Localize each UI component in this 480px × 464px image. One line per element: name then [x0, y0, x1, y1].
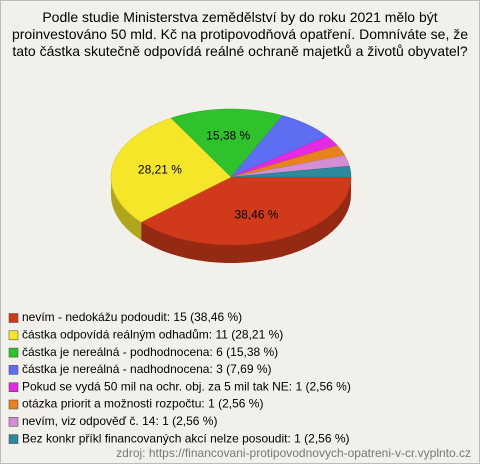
legend-swatch	[8, 347, 19, 358]
legend-label: nevím - nedokážu podoudit: 15 (38,46 %)	[22, 310, 242, 324]
legend-label: Bez konkr příkl financovaných akcí nelze…	[22, 431, 350, 445]
legend-swatch	[8, 399, 19, 410]
slice	[170, 108, 283, 178]
slice	[230, 115, 328, 178]
slice	[230, 155, 350, 178]
source-note: zdroj: https://financovani-protipovodnov…	[116, 446, 471, 460]
legend-label: nevím, viz odpověď č. 14: 1 (2,56 %)	[22, 414, 217, 428]
slice	[230, 145, 346, 178]
legend-swatch	[8, 417, 19, 427]
legend-label: Pokud se vydá 50 mil na ochr. obj. za 5 …	[22, 379, 351, 393]
slice	[230, 135, 338, 178]
legend-swatch	[8, 313, 19, 323]
data-label: 38,46 %	[234, 207, 278, 221]
slice-side	[141, 177, 351, 263]
legend-label: částka je nereálná - podhodnocena: 6 (15…	[22, 345, 278, 359]
legend-swatch	[8, 382, 19, 392]
legend-swatch	[8, 434, 19, 444]
chart-title: Podle studie Ministerstva zemědělství by…	[11, 9, 469, 59]
legend-swatch	[8, 330, 19, 341]
legend-label: částka odpovídá reálným odhadům: 11 (28,…	[22, 327, 283, 341]
legend-swatch	[8, 365, 19, 375]
legend-label: částka je nereálná - nadhodnocena: 3 (7,…	[22, 362, 272, 376]
slice-side	[111, 177, 142, 241]
data-label: 28,21 %	[138, 163, 182, 177]
slice	[230, 165, 352, 178]
legend-label: otázka priorit a možnosti rozpočtu: 1 (2…	[22, 397, 263, 411]
data-label: 15,38 %	[206, 128, 250, 142]
slice	[140, 176, 352, 246]
slice	[110, 117, 232, 223]
